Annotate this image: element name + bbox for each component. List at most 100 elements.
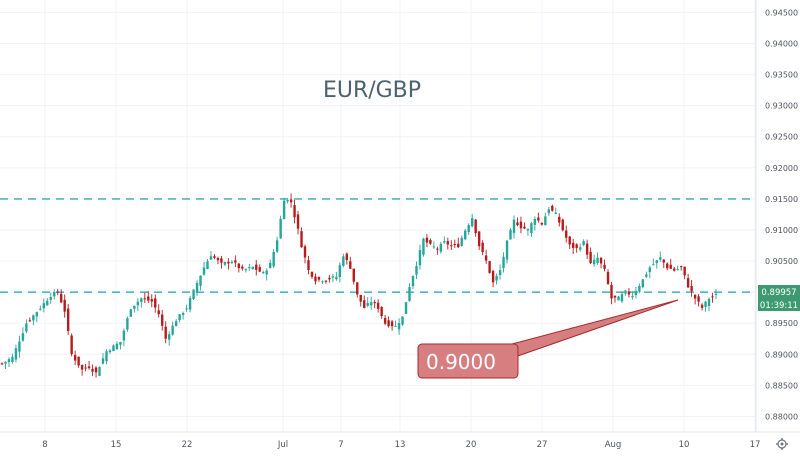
- candle-body: [450, 245, 453, 247]
- candle-body: [589, 251, 592, 264]
- y-tick-label: 0.89000: [765, 350, 798, 359]
- candle-body: [519, 221, 523, 229]
- x-tick-label: Jul: [277, 440, 288, 450]
- candle-body: [627, 291, 631, 295]
- candle-body: [154, 298, 157, 308]
- candle-body: [366, 302, 369, 306]
- candle-body: [241, 266, 244, 269]
- candle-body: [101, 358, 105, 364]
- y-tick-label: 0.91000: [765, 226, 798, 235]
- candle-body: [592, 259, 596, 265]
- candle-body: [21, 333, 25, 341]
- candle-body: [328, 277, 331, 280]
- candle-body: [310, 271, 314, 277]
- candle-body: [512, 219, 516, 233]
- candle-body: [369, 302, 373, 306]
- annotation-callout[interactable]: 0.9000: [417, 299, 679, 379]
- candle-body: [537, 217, 540, 221]
- candle-body: [35, 312, 39, 317]
- candle-body: [585, 243, 589, 255]
- candle-body: [296, 214, 300, 229]
- candle-body: [676, 268, 679, 270]
- candle-body: [248, 267, 251, 269]
- x-tick-label: 13: [395, 440, 406, 450]
- x-tick-label: 15: [111, 440, 122, 450]
- candle-body: [112, 345, 115, 352]
- candle-body: [443, 241, 446, 243]
- candle-body: [390, 321, 394, 327]
- candle-body: [655, 260, 658, 264]
- candle-body: [679, 266, 683, 268]
- candle-body: [49, 296, 52, 300]
- candle-body: [394, 325, 397, 327]
- candle-body: [220, 258, 223, 263]
- candle-body: [300, 231, 303, 248]
- candle-body: [620, 294, 624, 302]
- candle-body: [634, 291, 638, 295]
- candle-body: [94, 367, 98, 373]
- candle-body: [338, 265, 342, 278]
- candle-body: [363, 300, 366, 308]
- candle-body: [707, 298, 711, 307]
- candle-body: [56, 291, 59, 293]
- candle-body: [662, 259, 665, 263]
- candle-body: [345, 253, 349, 261]
- candle-body: [704, 301, 707, 308]
- candle-body: [171, 325, 174, 335]
- candle-body: [554, 212, 557, 214]
- countdown-text: 01:39:11: [760, 301, 798, 311]
- candle-body: [551, 205, 554, 211]
- candle-body: [268, 262, 272, 269]
- candle-body: [32, 315, 35, 321]
- y-tick-label: 0.94000: [765, 40, 798, 49]
- candle-body: [411, 275, 415, 287]
- candle-body: [251, 266, 254, 270]
- y-tick-label: 0.89500: [765, 319, 798, 328]
- time-axis[interactable]: 8 15 22 Jul 7 13 20 27 Aug 10 17: [0, 431, 800, 450]
- candle-body: [195, 282, 199, 293]
- candle-body: [140, 298, 143, 302]
- candle-body: [474, 219, 477, 234]
- candle-body: [28, 320, 32, 322]
- candle-body: [561, 219, 564, 231]
- candle-body: [429, 239, 432, 244]
- candle-body: [481, 242, 484, 253]
- candle-body: [279, 218, 282, 239]
- candle-body: [457, 243, 460, 248]
- y-tick-label: 0.94500: [765, 8, 798, 17]
- candle-body: [666, 263, 669, 269]
- settings-gear-icon[interactable]: [776, 438, 788, 450]
- last-price-marker: 0.89957 01:39:11: [758, 285, 800, 311]
- candle-body: [77, 356, 80, 366]
- candle-body: [373, 302, 376, 304]
- last-price-badge: [758, 285, 800, 298]
- candle-body: [453, 243, 456, 245]
- candle-body: [558, 216, 561, 223]
- candle-body: [491, 270, 495, 283]
- candle-body: [11, 356, 14, 363]
- candle-body: [14, 348, 18, 360]
- candle-body: [91, 368, 94, 372]
- candle-body: [289, 199, 293, 203]
- candle-body: [648, 267, 652, 273]
- candle-body: [578, 247, 582, 250]
- candle-body: [161, 314, 164, 326]
- candle-body: [223, 262, 227, 265]
- candle-body: [227, 261, 230, 264]
- candle-body: [199, 275, 202, 286]
- candle-body: [523, 226, 526, 229]
- candle-body: [659, 257, 662, 260]
- candle-body: [18, 341, 21, 352]
- y-tick-label: 0.90500: [765, 257, 798, 266]
- candle-body: [572, 242, 575, 248]
- price-axis[interactable]: 0.94500 0.94000 0.93500 0.93000 0.92500 0.920…: [755, 0, 798, 432]
- candle-body: [192, 289, 195, 299]
- candle-body: [477, 231, 481, 247]
- candle-body: [73, 354, 77, 361]
- candle-body: [262, 272, 265, 274]
- candle-body: [234, 260, 237, 263]
- candle-body: [119, 341, 122, 345]
- candle-body: [693, 294, 697, 299]
